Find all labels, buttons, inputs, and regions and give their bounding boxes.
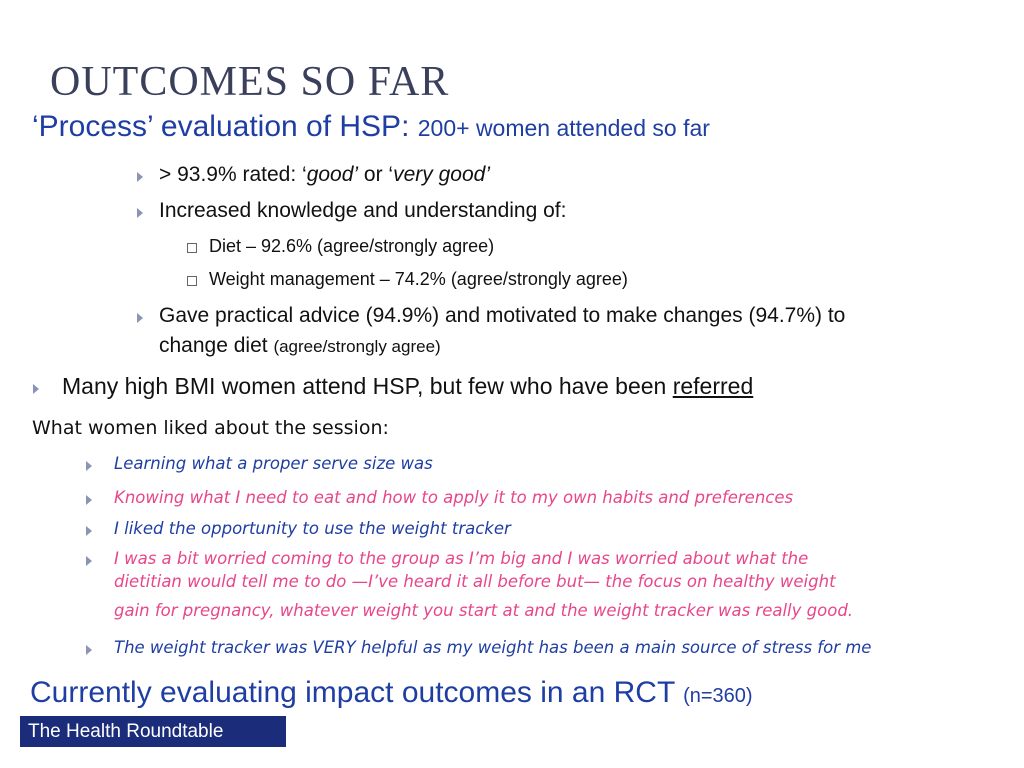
quote-3: I liked the opportunity to use the weigh… — [114, 519, 511, 538]
quote-4-line3: gain for pregnancy, whatever weight you … — [114, 601, 854, 620]
bmi-referred: referred — [672, 373, 754, 399]
rct-small: (n=360) — [683, 685, 753, 707]
rated-very-good: very good’ — [393, 163, 490, 186]
weight-bullet: Weight management – 74.2% (agree/strongl… — [209, 269, 628, 289]
quote-1: Learning what a proper serve size was — [114, 454, 433, 473]
process-heading-text: ‘Process’ evaluation of HSP: — [32, 110, 410, 143]
square-bullet-icon — [187, 276, 197, 286]
advice-bullet-line1: Gave practical advice (94.9%) and motiva… — [159, 304, 846, 327]
arrow-bullet-icon — [86, 645, 92, 655]
quote-2: Knowing what I need to eat and how to ap… — [114, 488, 794, 507]
slide-title: OUTCOMES SO FAR — [50, 59, 450, 105]
liked-heading: What women liked about the session: — [32, 417, 389, 439]
bmi-bullet: Many high BMI women attend HSP, but few … — [62, 373, 753, 400]
diet-bullet: Diet – 92.6% (agree/strongly agree) — [209, 236, 495, 256]
square-bullet-icon — [187, 243, 197, 253]
quote-4-line1: I was a bit worried coming to the group … — [114, 549, 809, 568]
arrow-bullet-icon — [86, 461, 92, 471]
arrow-bullet-icon — [137, 313, 143, 323]
advice-bullet-line2: change diet (agree/strongly agree) — [159, 334, 441, 358]
arrow-bullet-icon — [86, 526, 92, 536]
rated-bullet: > 93.9% rated: ‘good’ or ‘very good’ — [159, 163, 490, 187]
rated-good: good’ — [306, 163, 359, 186]
rated-prefix: > 93.9% rated: ‘ — [159, 163, 307, 186]
knowledge-bullet: Increased knowledge and understanding of… — [159, 199, 567, 222]
rct-text: Currently evaluating impact outcomes in … — [30, 676, 675, 709]
arrow-bullet-icon — [86, 495, 92, 505]
quote-5: The weight tracker was VERY helpful as m… — [114, 638, 872, 657]
quote-4-line2: dietitian would tell me to do —I’ve hear… — [114, 572, 836, 591]
arrow-bullet-icon — [137, 172, 143, 182]
arrow-bullet-icon — [86, 556, 92, 566]
process-heading-small: 200+ women attended so far — [417, 115, 710, 141]
arrow-bullet-icon — [137, 208, 143, 218]
arrow-bullet-icon — [33, 384, 39, 394]
rct-heading: Currently evaluating impact outcomes in … — [30, 676, 753, 710]
advice-small: (agree/strongly agree) — [273, 337, 441, 356]
footer-brand: The Health Roundtable — [20, 716, 286, 747]
rated-or: or ‘ — [358, 163, 394, 186]
process-heading: ‘Process’ evaluation of HSP: 200+ women … — [32, 110, 710, 144]
advice-text: change diet — [159, 334, 268, 357]
bmi-text: Many high BMI women attend HSP, but few … — [62, 373, 673, 399]
